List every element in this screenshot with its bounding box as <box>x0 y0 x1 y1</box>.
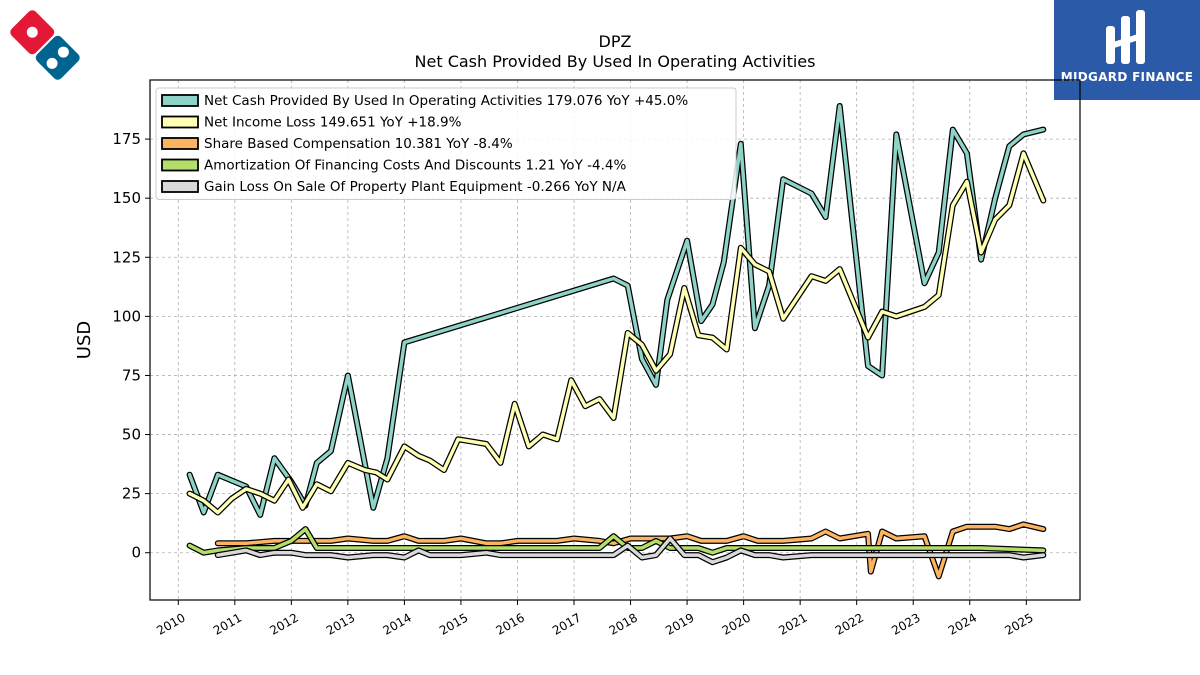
x-tick-label: 2010 <box>154 610 187 637</box>
chart-subtitle: Net Cash Provided By Used In Operating A… <box>414 52 816 71</box>
chart-title: DPZ <box>598 32 632 51</box>
x-tick-label: 2023 <box>889 610 922 637</box>
legend-swatch <box>161 137 199 150</box>
plot-frame <box>149 79 1081 601</box>
x-tick-label: 2011 <box>211 610 244 637</box>
x-tick-label: 2022 <box>833 610 866 637</box>
x-tick-label: 2025 <box>1002 610 1035 637</box>
y-axis-label: USD <box>74 321 95 359</box>
legend-label: Share Based Compensation 10.381 YoY -8.4… <box>204 136 513 152</box>
legend-label: Amortization Of Financing Costs And Disc… <box>204 158 626 174</box>
x-tick-label: 2015 <box>437 610 470 637</box>
legend-box <box>155 87 737 200</box>
legend-swatch <box>161 158 199 172</box>
y-tick-label: 175 <box>112 130 141 148</box>
series-2 <box>186 150 1047 516</box>
x-tick-label: 2013 <box>324 610 357 637</box>
y-tick-label: 25 <box>122 485 141 503</box>
x-tick-label: 2019 <box>663 610 696 637</box>
legend-swatch <box>161 94 199 107</box>
series-line <box>216 536 1046 564</box>
x-tick-label: 2020 <box>720 610 753 637</box>
legend-label: Net Income Loss 149.651 YoY +18.9% <box>204 115 462 131</box>
x-tick-label: 2018 <box>607 610 640 637</box>
series-line <box>187 151 1046 515</box>
series-5 <box>214 535 1047 566</box>
y-tick-label: 0 <box>131 544 141 562</box>
x-tick-label: 2016 <box>494 610 527 637</box>
legend-swatch <box>161 180 199 193</box>
y-tick-label: 50 <box>122 426 141 444</box>
x-tick-label: 2021 <box>776 610 809 637</box>
brand-mark-icon <box>1106 10 1145 64</box>
legend-label: Gain Loss On Sale Of Property Plant Equi… <box>204 179 627 195</box>
y-tick-label: 125 <box>112 248 141 266</box>
legend: Net Cash Provided By Used In Operating A… <box>155 87 737 200</box>
x-tick-label: 2012 <box>267 610 300 637</box>
brand-name: MIDGARD FINANCE <box>1060 70 1194 84</box>
x-tick-label: 2014 <box>380 610 413 637</box>
company-logo <box>6 6 84 84</box>
y-tick-label: 150 <box>112 189 141 207</box>
legend-label: Net Cash Provided By Used In Operating A… <box>204 93 688 109</box>
legend-swatch <box>161 115 199 129</box>
y-tick-label: 75 <box>122 366 141 384</box>
brand-logo: MIDGARD FINANCE <box>1054 0 1200 100</box>
x-tick-label: 2024 <box>946 610 979 637</box>
y-tick-label: 100 <box>112 307 141 325</box>
x-tick-label: 2017 <box>550 610 583 637</box>
